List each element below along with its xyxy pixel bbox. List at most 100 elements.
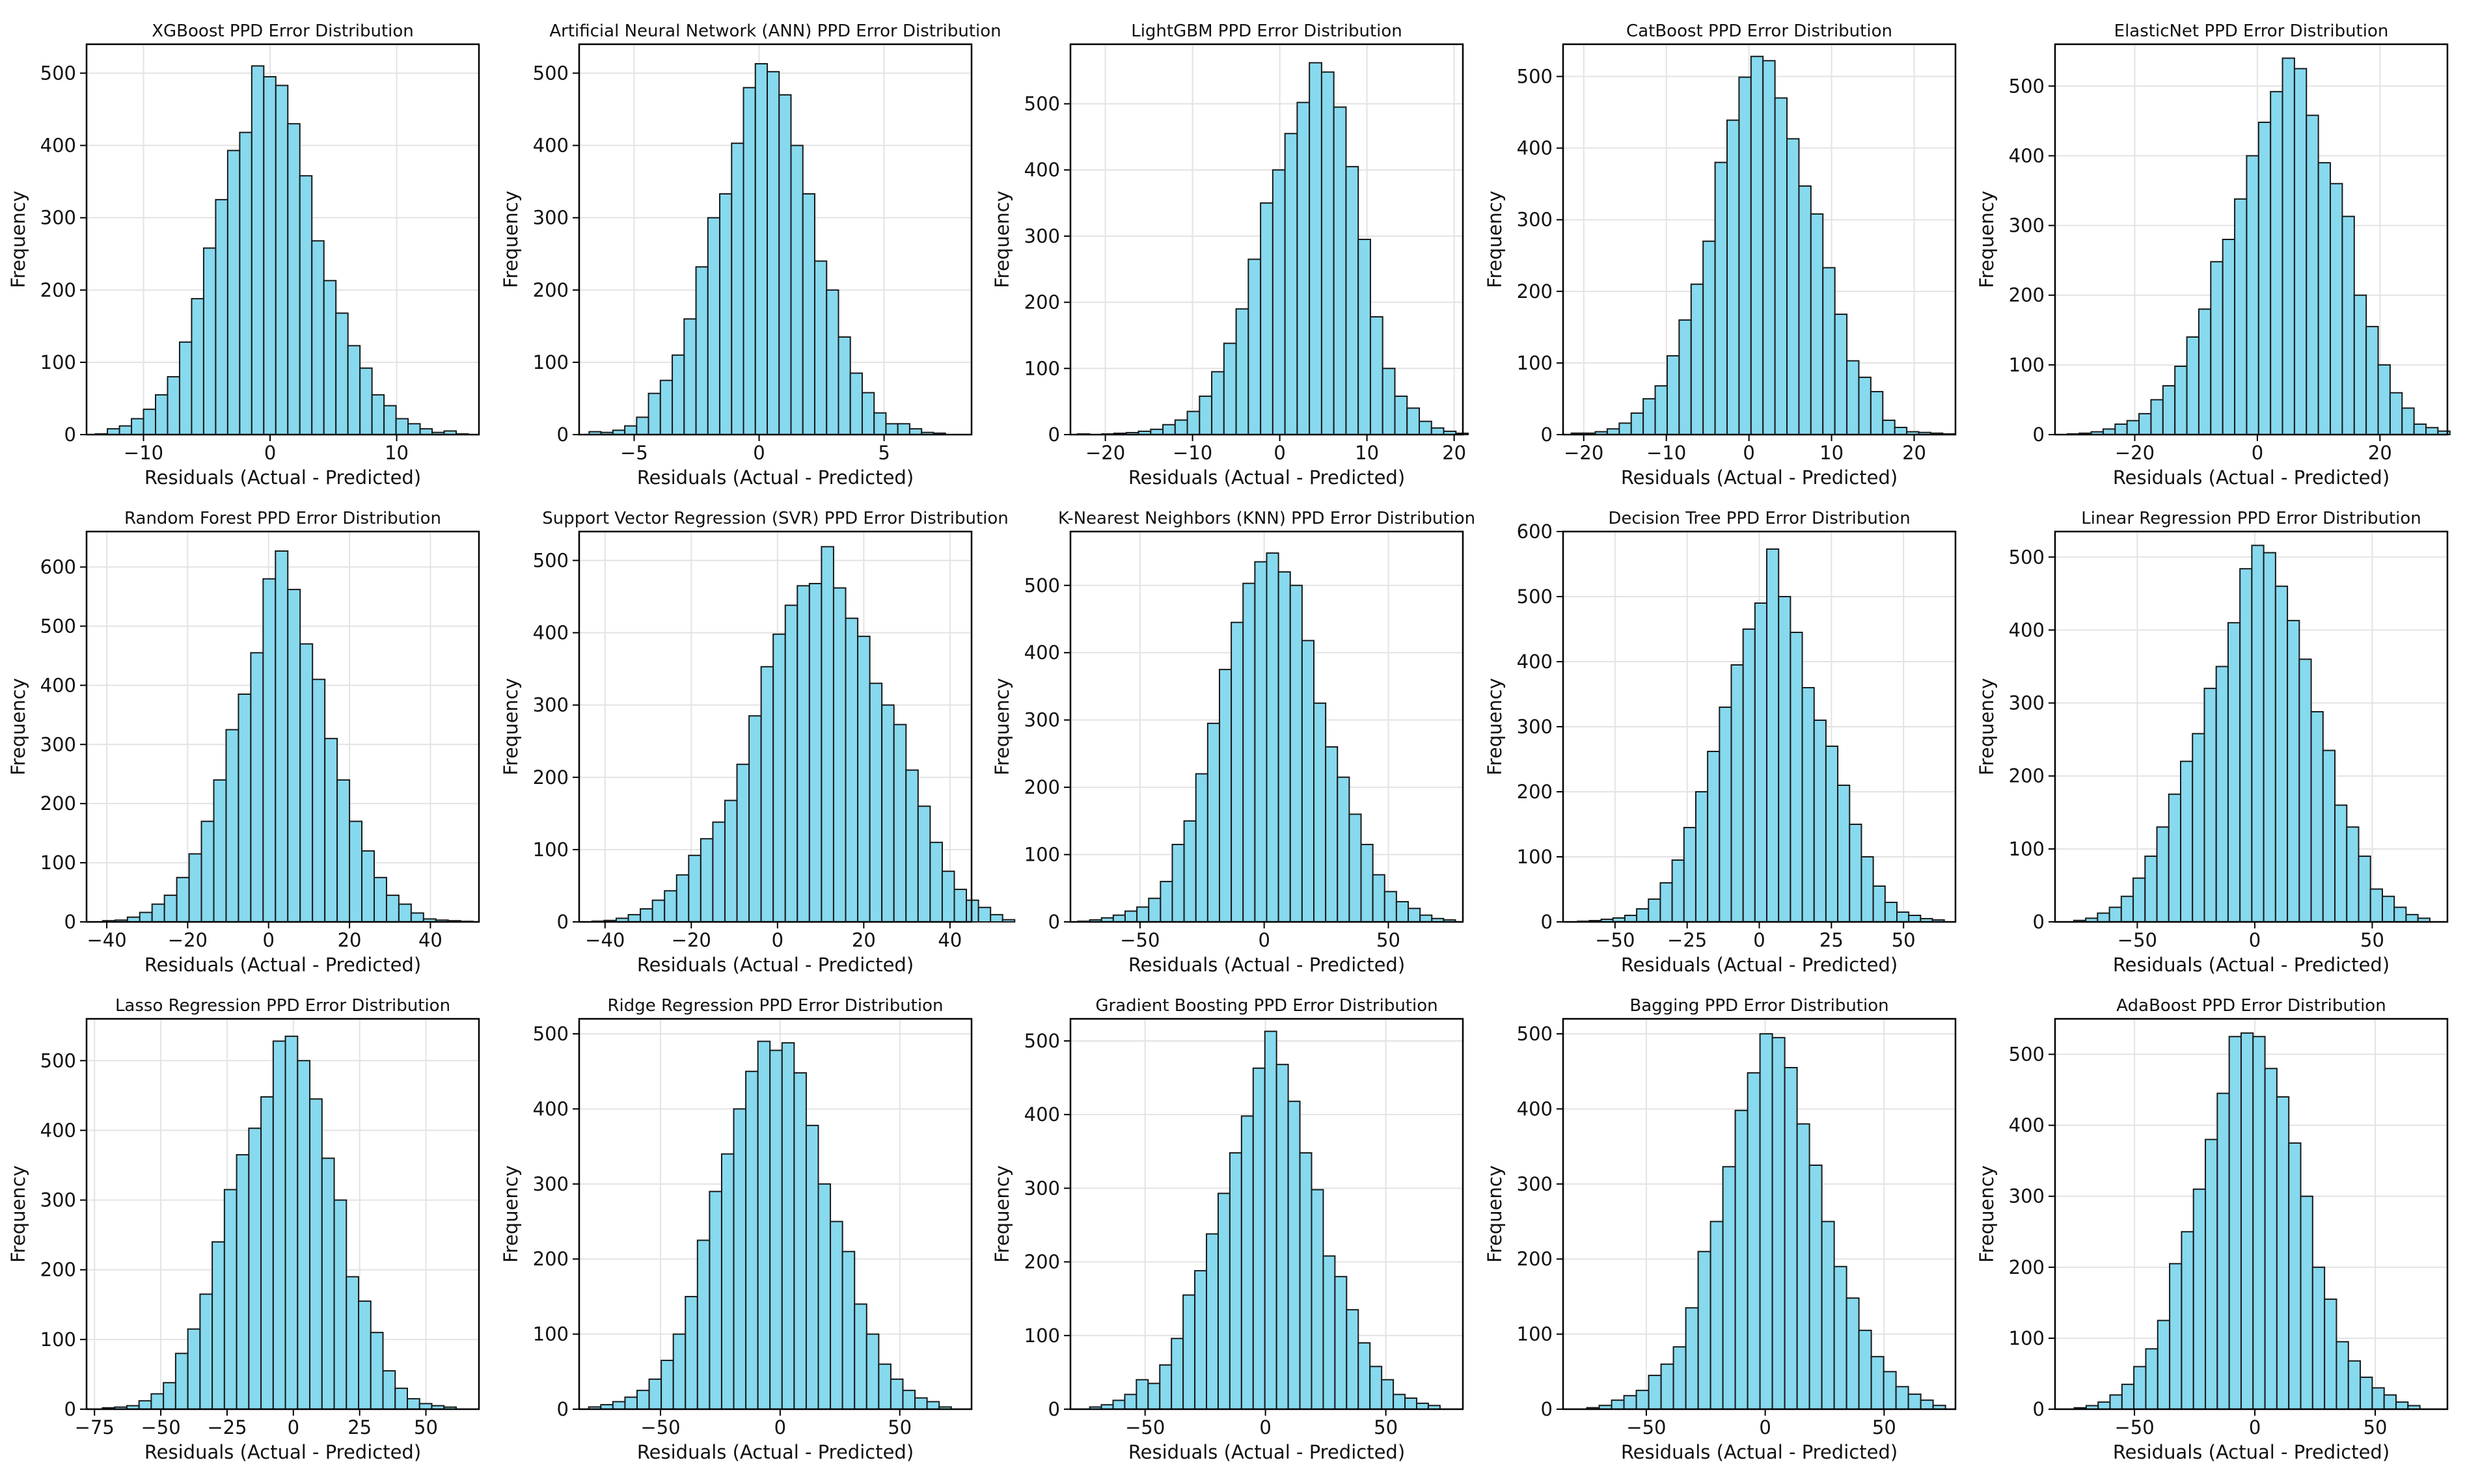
histogram-bar bbox=[1393, 1394, 1406, 1410]
histogram-bar bbox=[1671, 859, 1685, 923]
histogram-bar bbox=[1709, 1221, 1724, 1410]
histogram-bar bbox=[2192, 733, 2205, 923]
histogram-bar bbox=[2192, 1188, 2207, 1410]
histogram-bar bbox=[1810, 213, 1824, 435]
histogram-bar bbox=[287, 123, 301, 435]
histogram-bar bbox=[1786, 138, 1800, 435]
histogram-bar bbox=[1702, 240, 1716, 435]
y-tick-label: 100 bbox=[1024, 357, 1060, 379]
histogram-bar bbox=[139, 911, 153, 923]
histogram-bar bbox=[1394, 396, 1408, 436]
histogram-bar bbox=[1690, 283, 1704, 435]
y-tick-label: 0 bbox=[1048, 1398, 1060, 1420]
histogram-bar bbox=[1833, 1265, 1847, 1410]
histogram-bar bbox=[394, 1387, 408, 1410]
x-tick-label: 10 bbox=[385, 442, 409, 464]
histogram-bar bbox=[802, 193, 815, 435]
y-tick-label: 0 bbox=[2033, 1398, 2045, 1420]
histogram-bar bbox=[1707, 751, 1721, 923]
y-tick-label: 400 bbox=[533, 622, 569, 644]
histogram-bar bbox=[712, 821, 726, 923]
plot-frame bbox=[1562, 1018, 1957, 1410]
histogram-bar bbox=[1882, 419, 1896, 435]
histogram-bar bbox=[1714, 161, 1728, 436]
y-tick-label: 200 bbox=[533, 1248, 569, 1270]
x-tick-label: −25 bbox=[1667, 929, 1707, 951]
x-tick-label: 50 bbox=[2360, 929, 2384, 951]
y-tick-label: 100 bbox=[1517, 352, 1553, 374]
histogram-bar bbox=[2358, 856, 2371, 923]
histogram-bar bbox=[2383, 1394, 2397, 1410]
histogram-bar bbox=[869, 682, 883, 923]
y-axis-label: Frequency bbox=[991, 1165, 1013, 1263]
histogram-bar bbox=[1759, 1033, 1773, 1410]
x-axis-label: Residuals (Actual - Predicted) bbox=[144, 954, 421, 976]
histogram-bar bbox=[2144, 856, 2158, 923]
y-tick-label: 0 bbox=[557, 1398, 569, 1420]
x-axis-label: Residuals (Actual - Predicted) bbox=[1128, 954, 1405, 976]
histogram-bar bbox=[151, 903, 165, 923]
histogram-bar bbox=[1320, 71, 1335, 436]
histogram-bar bbox=[260, 1096, 274, 1410]
histogram-bar bbox=[1678, 319, 1692, 435]
chart-title: AdaBoost PPD Error Distribution bbox=[2116, 996, 2386, 1016]
histogram-bar bbox=[299, 643, 314, 923]
histogram-bar bbox=[849, 372, 863, 435]
y-tick-label: 300 bbox=[533, 694, 569, 716]
histogram-bar bbox=[370, 1332, 384, 1410]
histogram-bar bbox=[2389, 392, 2403, 436]
histogram-bar bbox=[953, 889, 968, 923]
y-tick-label: 100 bbox=[1517, 1323, 1553, 1345]
y-axis-label: Frequency bbox=[7, 191, 29, 288]
histogram-bar bbox=[2413, 423, 2427, 436]
histogram-bar bbox=[878, 1363, 892, 1410]
histogram-bar bbox=[917, 805, 931, 923]
y-tick-label: 0 bbox=[557, 911, 569, 933]
histogram-bar bbox=[720, 1153, 735, 1410]
histogram-bar bbox=[2133, 1366, 2147, 1410]
histogram-bar bbox=[1719, 707, 1732, 923]
histogram-bar bbox=[1240, 1115, 1254, 1410]
histogram-bar bbox=[893, 723, 907, 923]
x-tick-label: −50 bbox=[1595, 929, 1635, 951]
x-tick-label: −5 bbox=[620, 442, 648, 464]
histogram-bar bbox=[2281, 57, 2295, 435]
histogram-bar bbox=[1415, 1402, 1429, 1410]
histogram-bar bbox=[297, 1060, 311, 1410]
histogram-bar bbox=[1182, 1294, 1196, 1410]
y-tick-label: 0 bbox=[1048, 424, 1060, 446]
histogram-bar bbox=[202, 247, 217, 435]
y-tick-label: 300 bbox=[1517, 1173, 1553, 1195]
histogram-bar bbox=[754, 63, 769, 435]
y-tick-label: 100 bbox=[2009, 1327, 2045, 1349]
y-tick-label: 200 bbox=[40, 1259, 76, 1281]
histogram-bar bbox=[627, 913, 642, 923]
histogram-bar bbox=[1801, 687, 1815, 923]
histogram-bar bbox=[2168, 793, 2181, 923]
histogram-bar bbox=[174, 1353, 189, 1410]
x-tick-label: 25 bbox=[347, 1416, 372, 1438]
histogram-bar bbox=[1825, 746, 1839, 923]
histogram-bar bbox=[719, 193, 733, 435]
y-tick-label: 100 bbox=[2009, 354, 2045, 376]
histogram-bar bbox=[1311, 1189, 1324, 1410]
histogram-bar bbox=[929, 841, 943, 923]
histogram-bar bbox=[382, 1370, 396, 1410]
histogram-bar bbox=[2234, 198, 2248, 435]
histogram-bar bbox=[272, 1040, 286, 1410]
histogram-bar bbox=[223, 1189, 238, 1410]
histogram-bar bbox=[1895, 1386, 1909, 1410]
histogram-bar bbox=[275, 85, 289, 436]
histogram-bar bbox=[163, 1382, 176, 1410]
histogram-bar bbox=[731, 142, 744, 435]
y-tick-label: 300 bbox=[40, 1189, 76, 1211]
histogram-bar bbox=[1360, 844, 1374, 923]
y-axis-label: Frequency bbox=[500, 678, 522, 776]
histogram-bar bbox=[1136, 1379, 1149, 1410]
histogram-bar bbox=[163, 895, 178, 923]
chart-title: XGBoost PPD Error Distribution bbox=[152, 21, 414, 41]
y-tick-label: 0 bbox=[64, 1398, 76, 1420]
histogram-bar bbox=[1357, 239, 1371, 435]
